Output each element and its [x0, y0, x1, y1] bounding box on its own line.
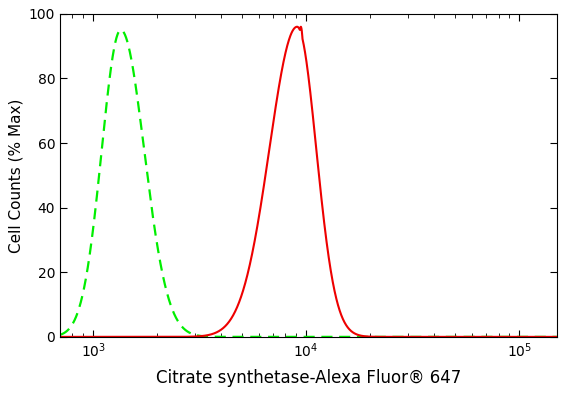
Y-axis label: Cell Counts (% Max): Cell Counts (% Max) — [8, 98, 23, 252]
X-axis label: Citrate synthetase-Alexa Fluor® 647: Citrate synthetase-Alexa Fluor® 647 — [156, 369, 461, 387]
